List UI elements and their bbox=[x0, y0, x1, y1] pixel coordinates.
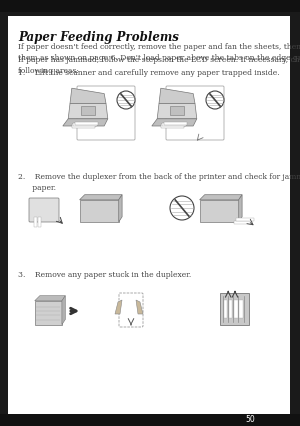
Polygon shape bbox=[200, 195, 242, 200]
Polygon shape bbox=[70, 88, 106, 104]
Polygon shape bbox=[80, 195, 122, 200]
FancyBboxPatch shape bbox=[166, 86, 224, 140]
Text: Paper Feeding Problems: Paper Feeding Problems bbox=[18, 31, 179, 44]
Bar bbox=[229, 299, 233, 318]
Bar bbox=[236, 218, 254, 221]
Bar bbox=[162, 123, 185, 127]
FancyBboxPatch shape bbox=[29, 198, 59, 222]
Bar bbox=[164, 121, 187, 125]
Bar bbox=[38, 217, 41, 227]
Bar bbox=[0, 0, 300, 12]
Text: 50: 50 bbox=[245, 415, 255, 424]
FancyBboxPatch shape bbox=[77, 86, 135, 140]
Bar bbox=[74, 121, 98, 125]
Polygon shape bbox=[68, 104, 108, 119]
Bar bbox=[220, 293, 249, 325]
Bar bbox=[81, 106, 95, 115]
Bar bbox=[170, 106, 184, 115]
Circle shape bbox=[206, 91, 224, 109]
Bar bbox=[239, 299, 243, 318]
Polygon shape bbox=[159, 88, 195, 104]
Polygon shape bbox=[157, 104, 197, 119]
Bar bbox=[200, 200, 239, 222]
Text: 3.    Remove any paper stuck in the duplexer.: 3. Remove any paper stuck in the duplexe… bbox=[18, 271, 191, 279]
Polygon shape bbox=[35, 296, 65, 301]
FancyBboxPatch shape bbox=[119, 293, 143, 327]
Polygon shape bbox=[63, 119, 108, 126]
Polygon shape bbox=[136, 300, 143, 314]
Bar bbox=[161, 124, 184, 128]
Polygon shape bbox=[152, 119, 197, 126]
Text: If paper has jammed, follow the steps on the LCD screen. If necessary, check the: If paper has jammed, follow the steps on… bbox=[18, 56, 300, 75]
Bar bbox=[0, 414, 300, 426]
Bar bbox=[224, 299, 227, 318]
Text: 2.    Remove the duplexer from the back of the printer and check for jammed
    : 2. Remove the duplexer from the back of … bbox=[18, 173, 300, 192]
Polygon shape bbox=[115, 300, 122, 314]
Bar bbox=[35, 301, 62, 325]
Bar bbox=[34, 217, 37, 227]
Bar bbox=[234, 299, 238, 318]
Bar bbox=[234, 221, 252, 224]
Circle shape bbox=[117, 91, 135, 109]
Bar bbox=[73, 123, 97, 127]
Bar bbox=[80, 200, 119, 222]
Polygon shape bbox=[239, 195, 242, 222]
Circle shape bbox=[170, 196, 194, 220]
Polygon shape bbox=[119, 195, 122, 222]
Text: 1.    Lift the scanner and carefully remove any paper trapped inside.: 1. Lift the scanner and carefully remove… bbox=[18, 69, 280, 77]
Polygon shape bbox=[62, 296, 65, 325]
Text: If paper doesn't feed correctly, remove the paper and fan the sheets, then reloa: If paper doesn't feed correctly, remove … bbox=[18, 43, 300, 62]
Bar bbox=[72, 124, 95, 128]
